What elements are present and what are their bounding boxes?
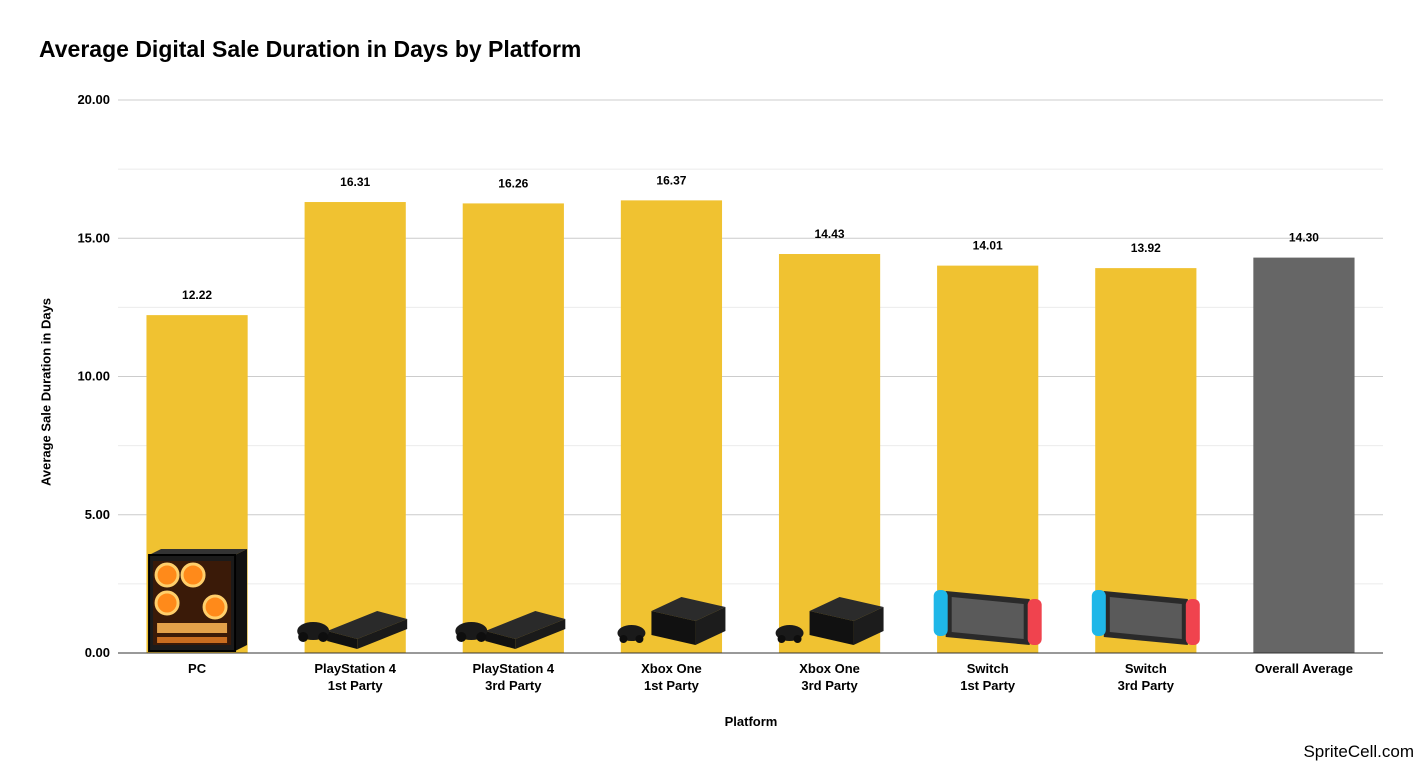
bar <box>620 200 723 653</box>
x-tick-label: Switch 3rd Party <box>1118 661 1175 693</box>
chart-title: Average Digital Sale Duration in Days by… <box>39 36 582 62</box>
bar <box>462 203 564 653</box>
data-label: 16.37 <box>656 173 686 187</box>
y-tick-label: 15.00 <box>77 230 110 245</box>
y-tick-label: 10.00 <box>77 369 110 384</box>
xbox-one-console-icon <box>617 597 726 645</box>
data-label: 14.01 <box>973 239 1003 253</box>
x-tick-label: Xbox One 3rd Party <box>799 661 860 693</box>
x-tick-label: PlayStation 4 3rd Party <box>472 661 554 693</box>
data-label: 14.43 <box>815 227 845 241</box>
nintendo-switch-icon <box>933 590 1042 645</box>
x-tick-label: Xbox One 1st Party <box>641 661 702 693</box>
y-tick-label: 20.00 <box>77 92 110 107</box>
data-label: 12.22 <box>182 288 212 302</box>
bar <box>1095 268 1197 653</box>
x-tick-label: PC <box>188 661 207 676</box>
playstation-4-console-icon <box>297 611 408 649</box>
data-label: 16.26 <box>498 176 528 190</box>
bar <box>937 265 1039 653</box>
pc-tower-icon <box>148 549 248 652</box>
bar <box>304 202 406 653</box>
playstation-4-console-icon <box>455 611 566 649</box>
x-tick-label: PlayStation 4 1st Party <box>314 661 396 693</box>
x-tick-label: Switch 1st Party <box>960 661 1016 693</box>
bar <box>778 254 881 653</box>
x-axis-title: Platform <box>724 714 778 729</box>
bar <box>1253 257 1355 653</box>
watermark: SpriteCell.com <box>1303 742 1414 761</box>
data-label: 14.30 <box>1289 231 1319 245</box>
nintendo-switch-icon <box>1091 590 1200 645</box>
xbox-one-console-icon <box>775 597 884 645</box>
data-label: 16.31 <box>340 175 370 189</box>
x-tick-label: Overall Average <box>1255 661 1353 676</box>
y-tick-label: 5.00 <box>85 507 110 522</box>
data-label: 13.92 <box>1131 241 1161 255</box>
y-tick-label: 0.00 <box>85 645 110 660</box>
